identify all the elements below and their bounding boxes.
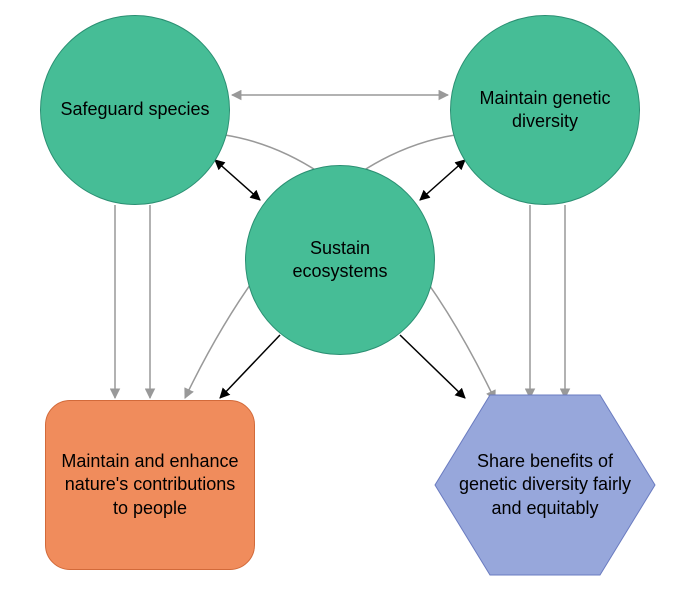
node-sustain-ecosystems: Sustain ecosystems [245, 165, 435, 355]
node-safeguard-species: Safeguard species [40, 15, 230, 205]
node-label: Maintain and enhance nature's contributi… [60, 450, 240, 520]
node-maintain-genetic-diversity: Maintain genetic diversity [450, 15, 640, 205]
node-label: Maintain genetic diversity [465, 87, 625, 134]
node-maintain-enhance: Maintain and enhance nature's contributi… [45, 400, 255, 570]
node-label: Safeguard species [60, 98, 209, 121]
node-share-benefits: Share benefits of genetic diversity fair… [452, 395, 639, 575]
node-label: Sustain ecosystems [260, 237, 420, 284]
node-label: Share benefits of genetic diversity fair… [452, 450, 639, 520]
